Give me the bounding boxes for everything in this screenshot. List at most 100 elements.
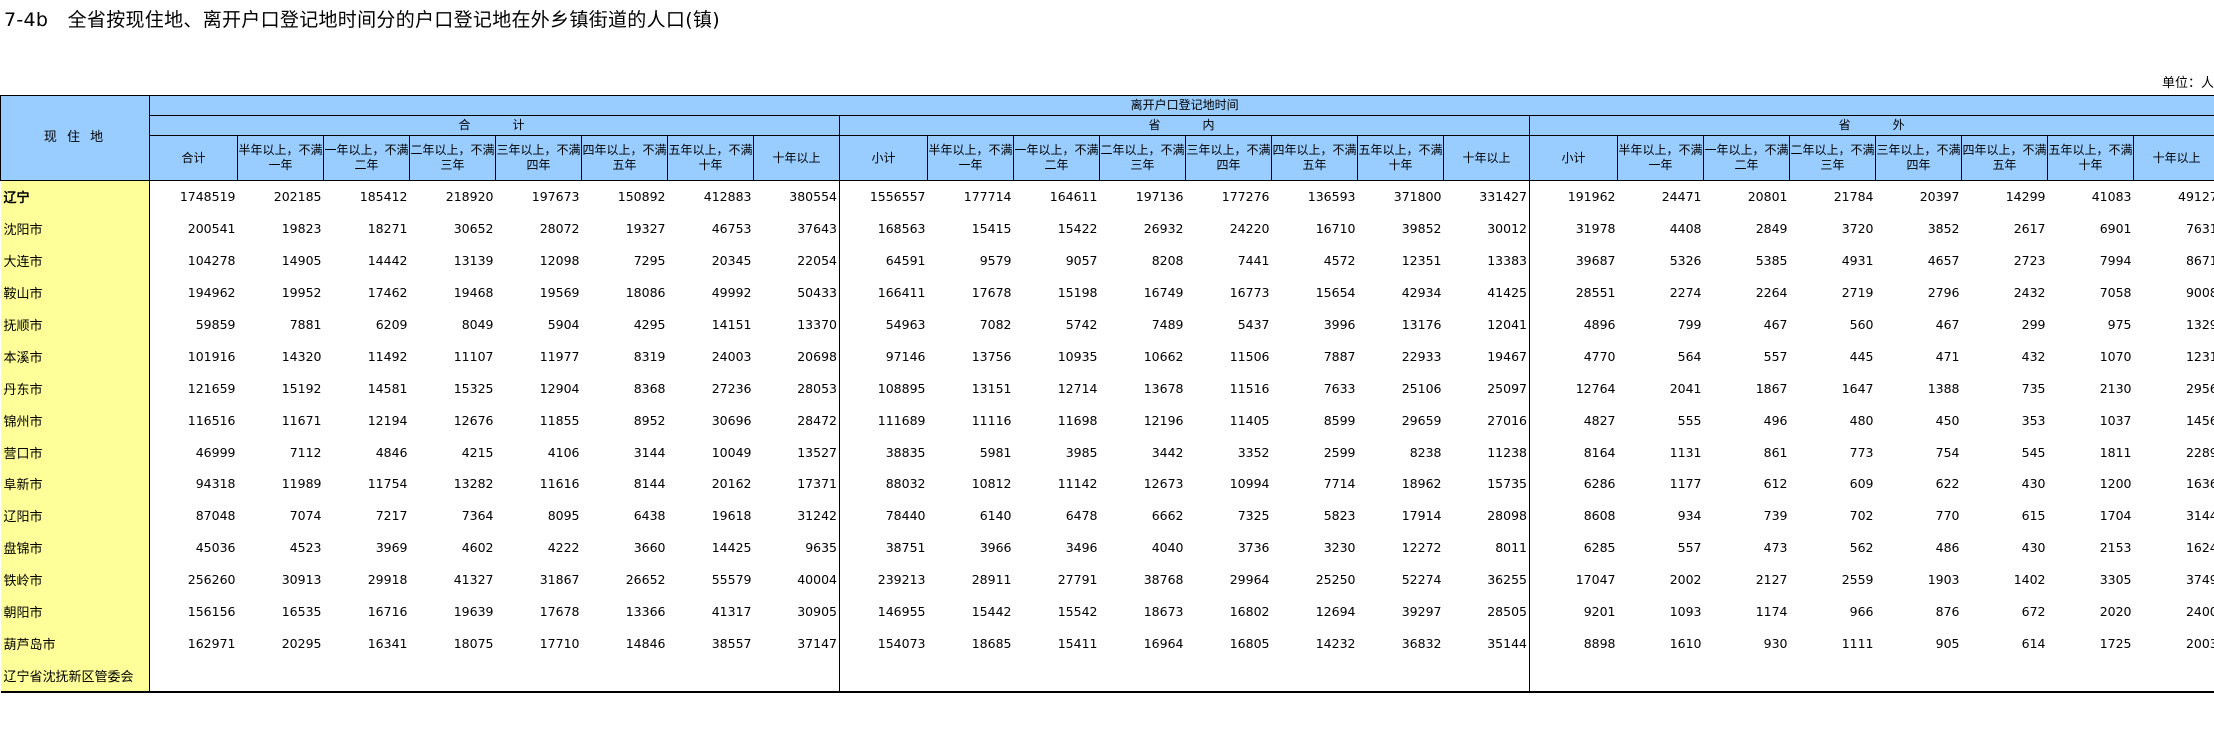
table-cell: 15735 bbox=[1443, 468, 1530, 500]
table-cell bbox=[323, 659, 410, 694]
table-cell: 331427 bbox=[1443, 180, 1530, 213]
table-cell: 7364 bbox=[461, 508, 494, 524]
table-cell: 12764 bbox=[1575, 380, 1616, 396]
table-cell: 19952 bbox=[281, 285, 322, 301]
table-cell: 55579 bbox=[711, 572, 752, 588]
table-row: 辽宁省沈抚新区管委会 bbox=[0, 659, 2214, 694]
table-cell: 50433 bbox=[753, 276, 840, 309]
table-row: 鞍山市 194962 19952 17462 19468 19569 18086 49992 5… bbox=[0, 276, 2214, 309]
header-top: 离开户口登记地时间 bbox=[148, 95, 2214, 116]
table-row: 丹东市 121659 15192 14581 15325 12904 8368 27236 28… bbox=[0, 372, 2214, 405]
table-cell: 16964 bbox=[1143, 635, 1184, 651]
table-cell: 2956 bbox=[2185, 380, 2214, 396]
table-cell: 17678 bbox=[539, 604, 580, 620]
table-cell: 2274 bbox=[1669, 285, 1702, 301]
table-cell: 3144 bbox=[633, 444, 666, 460]
row-location: 盘锦市 bbox=[0, 531, 150, 564]
table-cell: 17914 bbox=[1401, 508, 1442, 524]
table-cell: 4827 bbox=[1583, 412, 1616, 428]
table-cell: 14151 bbox=[711, 317, 752, 332]
row-location: 辽阳市 bbox=[0, 499, 150, 532]
table-row: 盘锦市 45036 4523 3969 4602 4222 3660 14425 9635 387… bbox=[0, 531, 2214, 564]
table-cell: 609 bbox=[1849, 476, 1874, 492]
table-cell: 3352 bbox=[1237, 444, 1270, 460]
table-cell: 672 bbox=[2021, 604, 2046, 620]
header-col: 十年以上 bbox=[1443, 135, 1530, 181]
table-cell: 2723 bbox=[2013, 253, 2046, 269]
table-cell: 1131 bbox=[1669, 444, 1702, 460]
table-cell: 975 bbox=[2107, 317, 2132, 332]
table-cell bbox=[1875, 659, 1962, 694]
table-cell: 11698 bbox=[1057, 412, 1098, 428]
table-cell: 471 bbox=[1935, 348, 1960, 364]
table-cell: 30905 bbox=[753, 595, 840, 628]
table-cell: 486 bbox=[1935, 540, 1960, 556]
table-cell: 28551 bbox=[1575, 285, 1616, 301]
table-cell: 39852 bbox=[1401, 221, 1442, 237]
row-location: 丹东市 bbox=[0, 372, 150, 405]
row-location: 鞍山市 bbox=[0, 276, 150, 309]
table-cell: 146955 bbox=[877, 604, 926, 620]
table-cell: 445 bbox=[1849, 348, 1874, 364]
table-cell: 430 bbox=[2021, 476, 2046, 492]
header-group-total: 合 计 bbox=[149, 115, 840, 136]
table-cell: 612 bbox=[1763, 476, 1788, 492]
table-cell: 7994 bbox=[2099, 253, 2132, 269]
header-col: 半年以上，不满一年 bbox=[1617, 135, 1704, 181]
table-cell: 4408 bbox=[1669, 221, 1702, 237]
table-cell: 12904 bbox=[539, 380, 580, 396]
table-cell: 10994 bbox=[1229, 476, 1270, 492]
table-cell: 97146 bbox=[885, 348, 926, 364]
table-cell: 8238 bbox=[1409, 444, 1442, 460]
table-cell: 2130 bbox=[2099, 380, 2132, 396]
table-cell: 27236 bbox=[711, 380, 752, 396]
table-cell: 42934 bbox=[1401, 285, 1442, 301]
table-cell: 450 bbox=[1935, 412, 1960, 428]
table-cell: 12714 bbox=[1057, 380, 1098, 396]
header-col: 四年以上，不满五年 bbox=[1961, 135, 2048, 181]
table-cell bbox=[839, 659, 928, 694]
table-cell: 3442 bbox=[1151, 444, 1184, 460]
table-cell: 1636 bbox=[2185, 476, 2214, 492]
table-cell: 430 bbox=[2021, 540, 2046, 556]
table-cell: 5742 bbox=[1065, 317, 1098, 332]
table-cell: 9635 bbox=[753, 531, 840, 564]
header-col: 合计 bbox=[149, 135, 238, 181]
table-cell: 299 bbox=[2021, 317, 2046, 332]
table-cell: 11116 bbox=[971, 412, 1012, 428]
table-cell: 52274 bbox=[1401, 572, 1442, 588]
table-cell: 164611 bbox=[1049, 189, 1098, 205]
table-cell: 19618 bbox=[711, 508, 752, 524]
table-cell: 4896 bbox=[1583, 317, 1616, 332]
table-cell: 3496 bbox=[1065, 540, 1098, 556]
table-cell: 739 bbox=[1763, 508, 1788, 524]
table-cell: 256260 bbox=[187, 572, 236, 588]
table-cell: 1624 bbox=[2185, 540, 2214, 556]
table-cell: 8599 bbox=[1323, 412, 1356, 428]
table-cell: 6901 bbox=[2099, 221, 2132, 237]
table-cell: 9057 bbox=[1065, 253, 1098, 269]
table-cell bbox=[237, 659, 324, 694]
table-cell: 432 bbox=[2021, 348, 2046, 364]
table-cell: 6285 bbox=[1583, 540, 1616, 556]
table-cell: 3969 bbox=[375, 540, 408, 556]
table-cell bbox=[667, 659, 754, 694]
data-table-container: 现 住 地 离开户口登记地时间 合 计 省 内 省 外 合计 半年以上，不满一年一… bbox=[0, 95, 2214, 694]
table-cell: 88032 bbox=[885, 476, 926, 492]
table-cell: 560 bbox=[1849, 317, 1874, 332]
table-cell: 25106 bbox=[1401, 380, 1442, 396]
header-col: 一年以上，不满二年 bbox=[1013, 135, 1100, 181]
table-cell: 12694 bbox=[1315, 604, 1356, 620]
table-cell: 11989 bbox=[281, 476, 322, 492]
table-cell: 4295 bbox=[633, 317, 666, 332]
table-cell: 14581 bbox=[367, 380, 408, 396]
table-cell: 1093 bbox=[1669, 604, 1702, 620]
table-cell: 622 bbox=[1935, 476, 1960, 492]
table-cell: 87048 bbox=[195, 508, 236, 524]
table-cell bbox=[495, 659, 582, 694]
table-cell bbox=[2047, 659, 2134, 694]
table-cell: 1037 bbox=[2099, 412, 2132, 428]
table-cell: 2153 bbox=[2099, 540, 2132, 556]
table-cell: 545 bbox=[2021, 444, 2046, 460]
table-cell: 15442 bbox=[971, 604, 1012, 620]
